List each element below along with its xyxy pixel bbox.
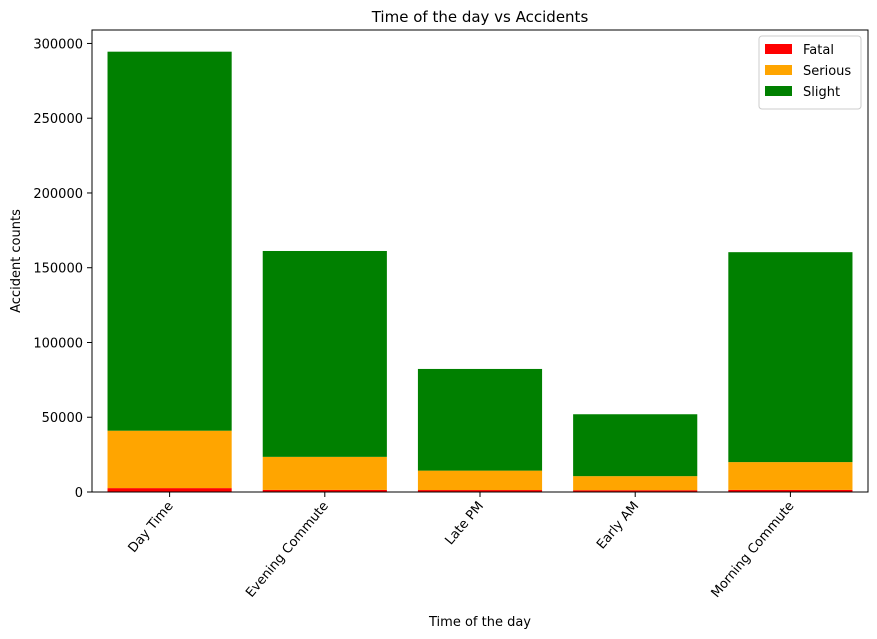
bar-slight-2 xyxy=(417,368,543,471)
y-tick-label-4: 200000 xyxy=(33,187,83,202)
bar-fatal-3 xyxy=(573,490,698,492)
legend-swatch-slight xyxy=(765,86,792,96)
bar-slight-4 xyxy=(728,252,853,463)
y-axis: 0 50000 100000 150000 200000 250000 300000 xyxy=(33,37,92,501)
bar-fatal-0 xyxy=(107,488,232,492)
y-tick-label-3: 150000 xyxy=(33,262,83,277)
y-tick-label-0: 0 xyxy=(75,486,83,501)
bar-serious-3 xyxy=(573,476,698,491)
legend-label-serious: Serious xyxy=(803,64,851,79)
x-axis: Day Time Evening Commute Late PM Early AM Mo… xyxy=(126,492,798,601)
legend-swatch-serious xyxy=(765,65,792,75)
x-tick-label-0: Day Time xyxy=(126,499,177,556)
bar-slight-0 xyxy=(107,51,232,431)
x-tick-label-2: Late PM xyxy=(442,499,487,548)
bar-serious-2 xyxy=(417,470,543,491)
bar-slight-1 xyxy=(262,250,387,457)
bars-group xyxy=(107,51,853,492)
chart-title: Time of the day vs Accidents xyxy=(371,8,589,26)
bar-fatal-4 xyxy=(728,489,853,492)
bar-slight-3 xyxy=(573,414,698,477)
x-tick-label-3: Early AM xyxy=(594,499,642,552)
legend-label-fatal: Fatal xyxy=(803,43,834,58)
x-tick-label-1: Evening Commute xyxy=(243,499,332,601)
y-tick-label-1: 50000 xyxy=(42,411,83,426)
legend-swatch-fatal xyxy=(765,44,792,54)
y-tick-label-5: 250000 xyxy=(33,112,83,127)
bar-serious-1 xyxy=(262,456,387,490)
y-tick-label-6: 300000 xyxy=(33,37,83,52)
bar-fatal-2 xyxy=(417,490,543,492)
x-axis-label: Time of the day xyxy=(428,615,531,630)
legend: Fatal Serious Slight xyxy=(758,35,862,110)
y-axis-label: Accident counts xyxy=(9,209,24,313)
y-tick-label-2: 100000 xyxy=(33,336,83,351)
bar-fatal-1 xyxy=(262,489,387,492)
x-tick-label-4: Morning Commute xyxy=(709,499,798,601)
bar-serious-4 xyxy=(728,462,853,490)
bar-serious-0 xyxy=(107,430,232,489)
legend-label-slight: Slight xyxy=(803,85,840,100)
